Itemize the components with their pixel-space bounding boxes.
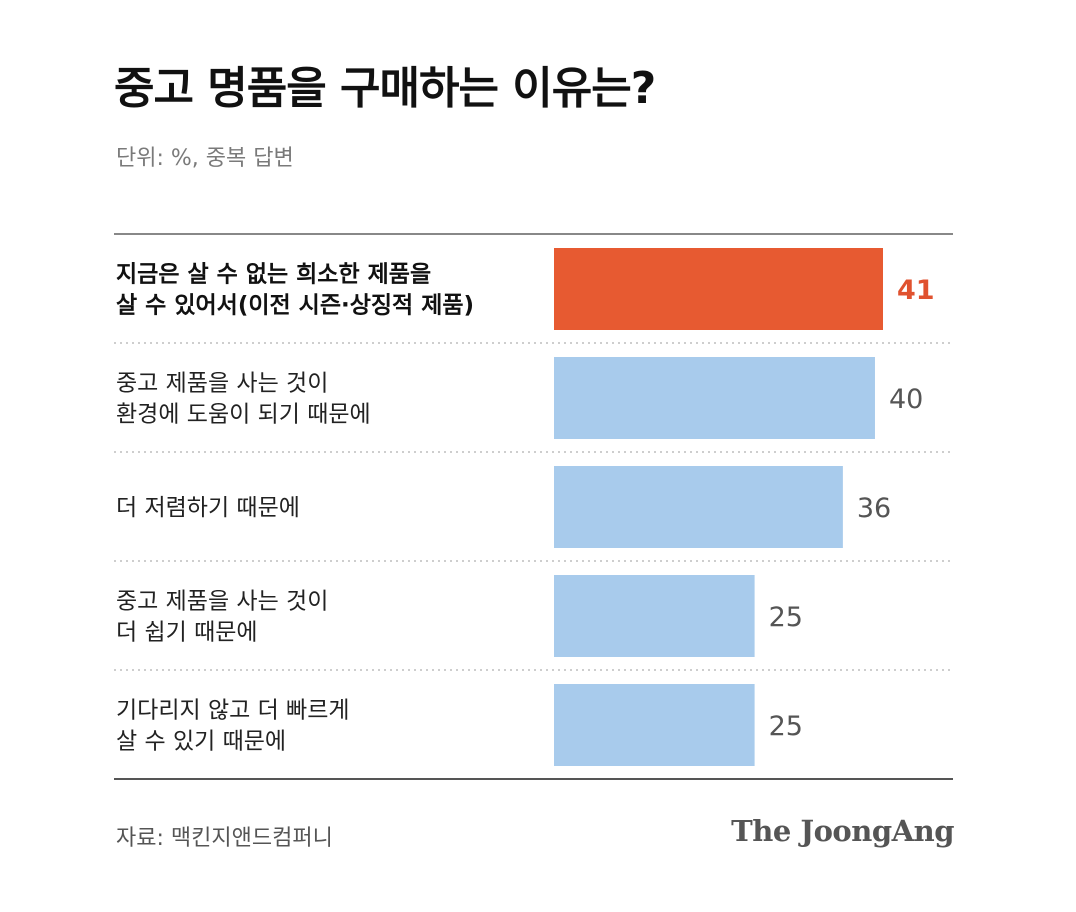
- category-label: 환경에 도움이 되기 때문에: [116, 402, 371, 428]
- category-label: 더 저렴하기 때문에: [116, 495, 300, 521]
- category-label: 중고 제품을 사는 것이: [116, 371, 328, 397]
- category-label: 기다리지 않고 더 빠르게: [116, 698, 350, 724]
- bar: [554, 684, 755, 766]
- category-label: 지금은 살 수 없는 희소한 제품을: [116, 262, 431, 288]
- chart-title: 중고 명품을 구매하는 이유는?: [114, 63, 656, 114]
- unit-note: 단위: %, 중복 답변: [116, 146, 294, 171]
- bar-highlight: [554, 248, 883, 330]
- value-label: 25: [769, 602, 803, 633]
- value-label: 41: [897, 275, 935, 306]
- bar: [554, 466, 843, 548]
- category-label: 살 수 있어서(이전 시즌·상징적 제품): [116, 293, 474, 319]
- category-label: 더 쉽기 때문에: [116, 620, 258, 646]
- value-label: 36: [857, 493, 891, 524]
- value-label: 25: [769, 711, 803, 742]
- bar: [554, 357, 875, 439]
- category-label: 살 수 있기 때문에: [116, 729, 286, 755]
- brand-logo: The JoongAng: [731, 814, 954, 848]
- value-label: 40: [889, 384, 923, 415]
- category-label: 중고 제품을 사는 것이: [116, 589, 328, 615]
- source-note: 자료: 맥킨지앤드컴퍼니: [116, 826, 333, 851]
- bar: [554, 575, 755, 657]
